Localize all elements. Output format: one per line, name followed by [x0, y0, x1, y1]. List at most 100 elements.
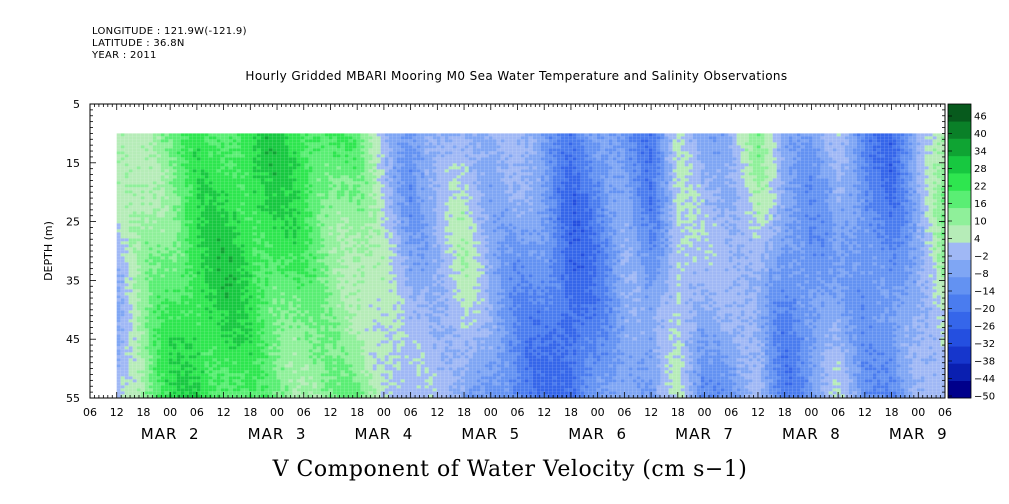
heatmap-cell — [220, 325, 225, 329]
heatmap-cell — [128, 157, 133, 161]
heatmap-cell — [196, 232, 201, 236]
heatmap-cell — [224, 355, 229, 359]
heatmap-cell — [284, 172, 289, 176]
heatmap-cell — [304, 250, 309, 254]
heatmap-cell — [324, 271, 329, 275]
heatmap-cell — [292, 157, 297, 161]
heatmap-cell — [292, 391, 297, 395]
heatmap-cell — [292, 175, 297, 179]
heatmap-cell — [300, 391, 305, 395]
heatmap-cell — [204, 232, 209, 236]
heatmap-cell — [248, 205, 253, 209]
heatmap-cell — [312, 253, 317, 257]
heatmap-cell — [120, 310, 125, 314]
heatmap-cell — [252, 319, 257, 323]
heatmap-cell — [136, 370, 141, 374]
heatmap-cell — [296, 361, 301, 365]
heatmap-cell — [276, 322, 281, 326]
heatmap-cell — [260, 361, 265, 365]
heatmap-cell — [244, 367, 249, 371]
heatmap-cell — [204, 358, 209, 362]
heatmap-cell — [160, 223, 165, 227]
heatmap-cell — [140, 133, 145, 137]
heatmap-cell — [144, 313, 149, 317]
heatmap-cell — [316, 289, 321, 293]
heatmap-cell — [172, 292, 177, 296]
heatmap-cell — [240, 259, 245, 263]
heatmap-cell — [256, 349, 261, 353]
heatmap-cell — [256, 145, 261, 149]
heatmap-cell — [260, 334, 265, 338]
heatmap-cell — [304, 238, 309, 242]
heatmap-cell — [336, 349, 341, 353]
heatmap-cell — [276, 268, 281, 272]
heatmap-cell — [140, 373, 145, 377]
heatmap-cell — [264, 151, 269, 155]
heatmap-cell — [128, 340, 133, 344]
heatmap-cell — [180, 217, 185, 221]
heatmap-cell — [136, 151, 141, 155]
heatmap-cell — [116, 169, 121, 173]
heatmap-cell — [176, 223, 181, 227]
heatmap-cell — [180, 340, 185, 344]
heatmap-cell — [324, 190, 329, 194]
heatmap-cell — [140, 385, 145, 389]
heatmap-cell — [116, 388, 121, 392]
heatmap-cell — [228, 328, 233, 332]
heatmap-cell — [200, 301, 205, 305]
heatmap-cell — [252, 226, 257, 230]
heatmap-cell — [120, 370, 125, 374]
heatmap-cell — [248, 274, 253, 278]
heatmap-cell — [156, 136, 161, 140]
heatmap-cell — [272, 301, 277, 305]
heatmap-cell — [168, 253, 173, 257]
heatmap-cell — [192, 133, 197, 137]
heatmap-cell — [132, 265, 137, 269]
heatmap-cell — [224, 361, 229, 365]
heatmap-cell — [296, 286, 301, 290]
heatmap-cell — [136, 175, 141, 179]
heatmap-cell — [240, 163, 245, 167]
heatmap-cell — [132, 301, 137, 305]
heatmap-cell — [132, 193, 137, 197]
heatmap-cell — [180, 382, 185, 386]
heatmap-cell — [228, 379, 233, 383]
heatmap-cell — [276, 160, 281, 164]
heatmap-cell — [116, 250, 121, 254]
heatmap-cell — [320, 337, 325, 341]
heatmap-cell — [180, 181, 185, 185]
heatmap-cell — [172, 343, 177, 347]
heatmap-cell — [312, 370, 317, 374]
heatmap-cell — [316, 391, 321, 395]
heatmap-cell — [312, 145, 317, 149]
heatmap-cell — [224, 331, 229, 335]
heatmap-cell — [336, 142, 341, 146]
heatmap-cell — [240, 133, 245, 137]
heatmap-cell — [188, 304, 193, 308]
heatmap-cell — [208, 337, 213, 341]
heatmap-cell — [124, 172, 129, 176]
heatmap-cell — [200, 337, 205, 341]
heatmap-cell — [268, 187, 273, 191]
heatmap-cell — [204, 319, 209, 323]
heatmap-cell — [280, 208, 285, 212]
heatmap-cell — [296, 208, 301, 212]
heatmap-cell — [300, 289, 305, 293]
heatmap-cell — [140, 241, 145, 245]
heatmap-cell — [232, 160, 237, 164]
heatmap-cell — [208, 343, 213, 347]
heatmap-cell — [144, 382, 149, 386]
heatmap-cell — [216, 214, 221, 218]
heatmap-cell — [328, 208, 333, 212]
heatmap-cell — [320, 379, 325, 383]
heatmap-cell — [164, 199, 169, 203]
heatmap-cell — [188, 253, 193, 257]
heatmap-cell — [168, 259, 173, 263]
heatmap-cell — [304, 385, 309, 389]
heatmap-cell — [164, 319, 169, 323]
heatmap-cell — [140, 202, 145, 206]
heatmap-cell — [196, 277, 201, 281]
heatmap-cell — [204, 163, 209, 167]
heatmap-cell — [144, 166, 149, 170]
heatmap-cell — [260, 169, 265, 173]
